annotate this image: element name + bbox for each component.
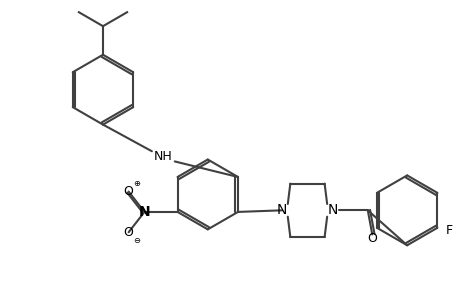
Text: N: N [276, 203, 286, 217]
Text: O: O [123, 226, 133, 239]
Text: F: F [444, 224, 452, 238]
Text: N: N [327, 203, 337, 217]
Text: ⊕: ⊕ [133, 179, 140, 188]
Text: ⊖: ⊖ [133, 236, 140, 245]
Text: O: O [366, 232, 376, 245]
Text: N: N [139, 205, 150, 219]
Text: NH: NH [154, 150, 172, 163]
Text: O: O [123, 185, 133, 198]
